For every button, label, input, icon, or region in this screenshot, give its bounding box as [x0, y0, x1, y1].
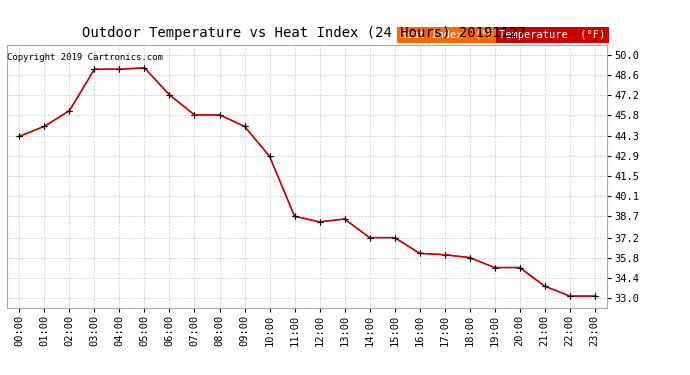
- Text: Outdoor Temperature vs Heat Index (24 Hours) 20191127: Outdoor Temperature vs Heat Index (24 Ho…: [81, 26, 526, 40]
- Text: Heat Index  (°F): Heat Index (°F): [400, 30, 500, 40]
- Text: Copyright 2019 Cartronics.com: Copyright 2019 Cartronics.com: [7, 53, 163, 62]
- Text: Temperature  (°F): Temperature (°F): [499, 30, 605, 40]
